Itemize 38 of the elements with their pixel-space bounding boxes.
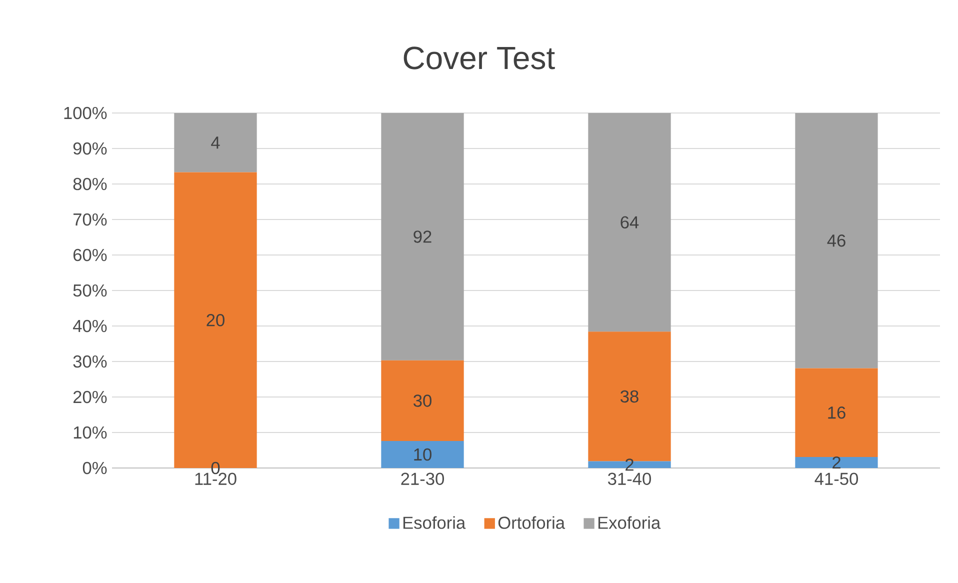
y-tick-label: 50% <box>73 284 107 297</box>
legend-label: Ortoforia <box>498 516 566 529</box>
bar <box>588 113 671 332</box>
annotation: 30 <box>414 394 432 407</box>
bar <box>381 360 464 442</box>
y-tick-label: 80% <box>73 178 107 190</box>
annotation: 10 <box>414 448 432 461</box>
annotation: 92 <box>414 230 432 243</box>
y-tick-label: 70% <box>74 213 107 226</box>
y-tick-label: 60% <box>73 248 107 262</box>
annotation: 38 <box>620 390 638 403</box>
y-tick-label: 100% <box>64 106 107 120</box>
y-tick-label: 40% <box>72 320 107 332</box>
annotation: 46 <box>827 234 846 247</box>
x-tick-label: 41-50 <box>814 472 858 485</box>
annotation: 64 <box>620 216 639 228</box>
bar <box>381 113 464 360</box>
bar <box>795 456 878 468</box>
annotation: 20 <box>206 314 224 326</box>
y-tick-label: 30% <box>73 355 107 368</box>
annotation: 2 <box>832 456 840 469</box>
annotation: 2 <box>626 458 634 471</box>
bar <box>381 441 464 468</box>
y-tick-label: 20% <box>73 390 107 404</box>
y-tick-label: 0% <box>82 462 107 474</box>
x-tick-label: 11-20 <box>195 472 236 485</box>
chart-title: Cover Test <box>404 46 555 70</box>
legend-label: Exoforia <box>598 516 661 529</box>
y-tick-label: 90% <box>73 142 107 155</box>
bar <box>795 368 878 457</box>
annotation: 16 <box>828 406 846 419</box>
x-tick-label: 21-30 <box>401 472 444 485</box>
bar <box>795 113 878 368</box>
annotation: 4 <box>211 136 220 149</box>
x-tick-label: 31-40 <box>608 472 651 485</box>
bar <box>174 113 257 172</box>
legend-label: Esoforia <box>403 516 466 529</box>
y-tick-label: 10% <box>74 426 107 439</box>
